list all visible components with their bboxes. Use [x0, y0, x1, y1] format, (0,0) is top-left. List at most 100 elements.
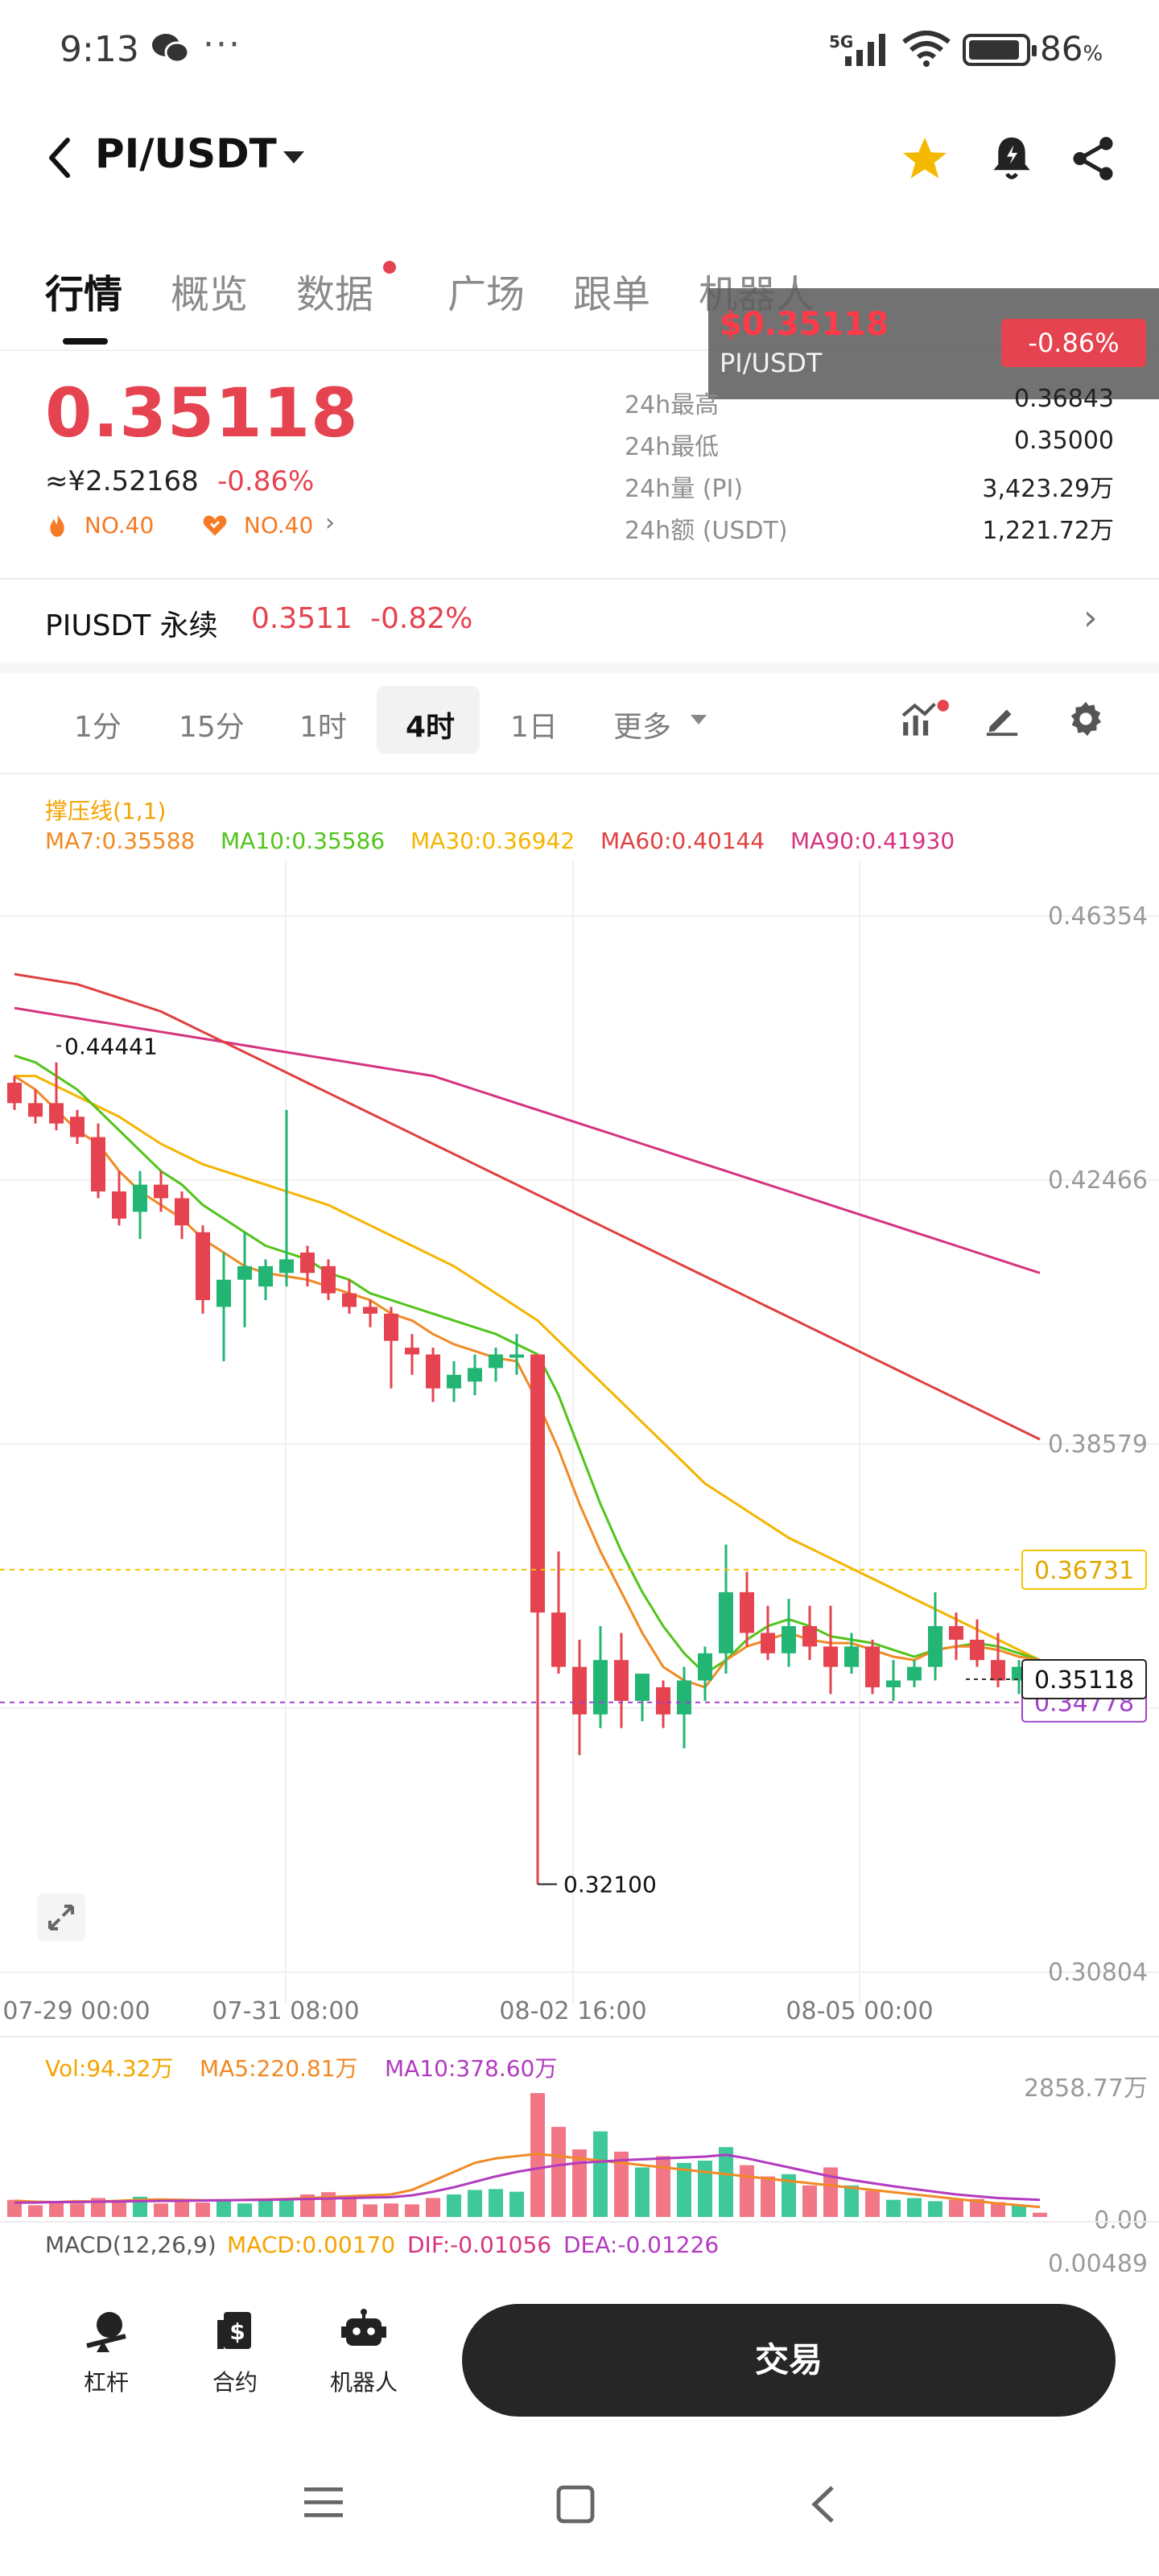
candle-up	[593, 1660, 608, 1715]
candle-down	[405, 1348, 419, 1355]
chevron-down-icon[interactable]	[691, 715, 707, 724]
signal-icon	[845, 34, 885, 66]
moving-average-lines	[14, 972, 1041, 1689]
trade-button[interactable]: 交易	[462, 2304, 1116, 2417]
candle-up	[217, 1279, 231, 1307]
stat-label-turnover: 24h额 (USDT)	[625, 517, 788, 545]
volume-bar	[740, 2165, 754, 2217]
hot-rank[interactable]: NO.40	[45, 512, 154, 539]
candle-down	[196, 1232, 210, 1301]
volume-bar	[677, 2162, 691, 2217]
candle-down	[70, 1117, 85, 1137]
volume-bar	[7, 2199, 22, 2217]
heart-icon	[203, 515, 227, 536]
volume-bars: 2858.77万 0.00	[7, 2074, 1148, 2235]
robot-icon	[341, 2309, 386, 2346]
chevron-right-icon[interactable]: ›	[1083, 597, 1098, 638]
interval-1m[interactable]: 1分	[74, 711, 122, 744]
divider	[0, 349, 1159, 351]
volume-tick: 0.00	[1094, 2207, 1148, 2235]
interval-1d[interactable]: 1日	[510, 711, 558, 744]
candle-down	[426, 1354, 440, 1389]
volume-bar	[489, 2189, 503, 2217]
chevron-right-icon[interactable]: ›	[325, 509, 335, 537]
last-price-tag	[1021, 1659, 1147, 1700]
pair-dropdown-icon[interactable]	[283, 151, 304, 163]
floating-price-window[interactable]: $0.35118 PI/USDT -0.86%	[708, 288, 1159, 399]
tab-market[interactable]: 行情	[45, 272, 123, 317]
volume-bar	[991, 2202, 1005, 2217]
volume-bar	[614, 2151, 629, 2217]
back-nav-icon[interactable]	[808, 2484, 837, 2524]
draw-pen-icon[interactable]	[984, 700, 1021, 737]
home-nav-icon[interactable]	[555, 2484, 596, 2524]
candle-up	[509, 1354, 524, 1358]
tab-data[interactable]: 数据	[296, 272, 374, 317]
volume-bar	[384, 2203, 398, 2217]
interval-more[interactable]: 更多	[613, 711, 672, 744]
volume-bar	[823, 2167, 838, 2217]
interval-15m[interactable]: 15分	[179, 711, 245, 744]
resistance-tag	[1021, 1549, 1147, 1590]
candle-down	[112, 1191, 126, 1219]
perpetual-name[interactable]: PIUSDT 永续	[45, 609, 218, 642]
leverage-button[interactable]: 杠杆	[58, 2307, 155, 2397]
candle-down	[530, 1354, 545, 1613]
volume-bar	[447, 2194, 461, 2217]
battery-level: 86%	[1040, 29, 1103, 68]
interval-1h[interactable]: 1时	[299, 711, 347, 744]
perpetual-change: -0.82%	[370, 602, 473, 635]
date-axis: 07-29 00:00 07-31 08:00 08-02 16:00 08-05 0…	[0, 1997, 1159, 2037]
fullscreen-button[interactable]	[37, 1893, 85, 1942]
back-icon[interactable]	[45, 135, 74, 180]
tab-square[interactable]: 广场	[448, 272, 526, 317]
candle-down	[384, 1313, 398, 1341]
bottom-action-bar: 杠杆 $ 合约 机器人 交易	[0, 2272, 1159, 2576]
network-type: 5G	[829, 32, 854, 52]
pair-title[interactable]: PI/USDT	[95, 130, 277, 177]
macd-dif: DIF:-0.01056	[407, 2231, 552, 2258]
candle-down	[154, 1184, 168, 1199]
volume-bar	[112, 2199, 126, 2217]
candle-down	[802, 1626, 817, 1647]
high-marker-label: 0.44441	[64, 1033, 158, 1059]
macd-value: MACD:0.00170	[227, 2231, 396, 2258]
menu-nav-icon[interactable]	[303, 2484, 344, 2520]
volume-bar	[865, 2190, 880, 2217]
tab-overview[interactable]: 概览	[171, 272, 249, 317]
volume-bar	[656, 2156, 670, 2217]
bot-button[interactable]: 机器人	[316, 2307, 412, 2397]
interval-4h[interactable]: 4时	[406, 711, 456, 744]
candles	[7, 1062, 1047, 1885]
settings-gear-icon[interactable]	[1067, 700, 1104, 737]
candle-up	[782, 1626, 796, 1653]
favorite-star-icon[interactable]	[900, 134, 950, 184]
stat-label-high: 24h最高	[625, 391, 720, 419]
price-alert-bell-icon[interactable]	[988, 134, 1035, 184]
candle-down	[300, 1252, 315, 1274]
ma30-line	[14, 1075, 1041, 1662]
leverage-label: 杠杆	[83, 2369, 129, 2396]
status-bar: 9:13 ··· 5G 86%	[0, 0, 1159, 103]
volume-ma10-label: MA10:378.60万	[385, 2055, 558, 2082]
candle-down	[7, 1083, 22, 1104]
ma10-line	[14, 1054, 1041, 1676]
indicators-icon[interactable]	[900, 699, 950, 739]
candle-up	[133, 1184, 147, 1212]
flame-icon	[50, 513, 64, 537]
volume-bar	[593, 2131, 608, 2217]
contract-button[interactable]: $ 合约	[187, 2307, 283, 2397]
heart-rank[interactable]: NO.40	[201, 512, 313, 539]
volume-bar	[237, 2203, 252, 2217]
volume-bar	[907, 2198, 922, 2217]
tab-copy-trading[interactable]: 跟单	[573, 272, 651, 317]
volume-bar	[928, 2201, 942, 2217]
volume-ma5-label: MA5:220.81万	[200, 2055, 358, 2082]
candle-down	[175, 1198, 189, 1226]
stat-value-low: 0.35000	[1013, 427, 1114, 455]
candle-down	[342, 1293, 357, 1307]
share-icon[interactable]	[1070, 134, 1116, 184]
volume-bar	[761, 2176, 775, 2217]
